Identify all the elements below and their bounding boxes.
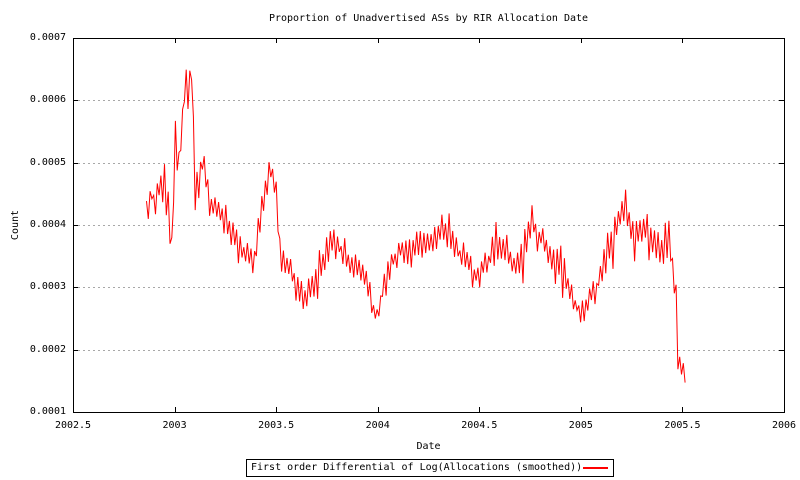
x-tick-label: 2006	[771, 420, 797, 431]
y-tick-label: 0.0003	[29, 281, 66, 293]
x-axis-title: Date	[416, 441, 441, 452]
y-tick-label: 0.0002	[29, 343, 66, 355]
y-tick-label: 0.0001	[29, 406, 66, 417]
y-tick-label: 0.0005	[29, 156, 66, 168]
x-tick-label: 2005.5	[664, 420, 701, 431]
y-tick-label: 0.0004	[29, 219, 66, 230]
y-tick-label: 0.0007	[29, 32, 66, 43]
x-tick-label: 2005	[568, 420, 593, 431]
x-tick-label: 2002.5	[54, 420, 92, 431]
chart-title: Proportion of Unadvertised ASs by RIR Al…	[268, 13, 589, 24]
y-tick-label: 0.0006	[29, 94, 66, 106]
x-tick-label: 2004.5	[461, 420, 498, 431]
x-tick-label: 2004	[365, 420, 390, 431]
x-tick-label: 2003.5	[258, 420, 295, 431]
legend: First order Differential of Log(Allocati…	[246, 459, 614, 477]
legend-line-sample	[583, 467, 608, 469]
legend-entry-label: First order Differential of Log(Allocati…	[251, 462, 583, 473]
x-tick-label: 2003	[162, 420, 187, 431]
